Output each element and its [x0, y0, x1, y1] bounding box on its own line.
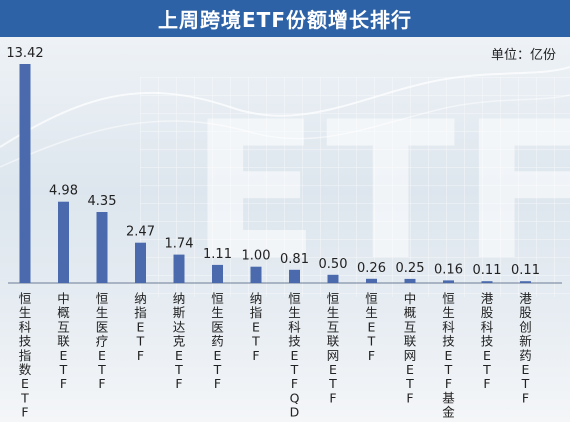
- bar-9: [366, 278, 377, 283]
- background-etf-watermark: ETF: [190, 81, 570, 302]
- data-label-10: 0.25: [396, 261, 425, 276]
- bar-2: [96, 212, 108, 283]
- data-label-2: 4.35: [88, 194, 117, 209]
- data-label-4: 1.74: [165, 237, 194, 252]
- category-label-1: 中概互联 E T F: [57, 291, 70, 391]
- background-wave-decoration: [0, 66, 570, 168]
- category-label-13: 港股创新药 E T F: [519, 291, 532, 405]
- data-label-6: 1.00: [242, 249, 271, 264]
- bar-13: [520, 281, 531, 283]
- data-label-0: 13.42: [6, 46, 43, 61]
- bar-7: [289, 269, 300, 283]
- data-label-12: 0.11: [473, 263, 502, 278]
- category-label-9: 恒生 E T F: [365, 291, 378, 363]
- category-label-6: 纳指 E T F: [250, 291, 263, 363]
- category-label-0: 恒生科技指数 E T F: [19, 291, 32, 420]
- data-label-1: 4.98: [49, 184, 78, 199]
- category-label-8: 恒生互联网 E T F: [327, 291, 340, 405]
- bar-10: [404, 278, 416, 283]
- bar-3: [135, 242, 146, 283]
- category-label-7: 恒生科技 E T F Q D: [288, 291, 301, 420]
- bar-11: [443, 280, 454, 283]
- category-label-3: 纳指 E T F: [134, 291, 147, 363]
- data-label-3: 2.47: [126, 225, 155, 240]
- data-label-8: 0.50: [319, 257, 348, 272]
- data-label-13: 0.11: [511, 263, 540, 278]
- bar-8: [327, 274, 339, 283]
- data-label-11: 0.16: [434, 262, 463, 277]
- data-label-7: 0.81: [280, 252, 309, 267]
- category-label-12: 港股科技 E T F: [481, 291, 494, 391]
- bar-0: [19, 64, 31, 283]
- category-label-10: 中概互联网 E T F: [404, 291, 417, 405]
- bar-6: [250, 266, 262, 283]
- unit-label: 单位：亿份: [490, 48, 556, 63]
- category-label-2: 恒生医疗 E T F: [96, 291, 109, 391]
- category-label-4: 纳斯达克 E T F: [173, 291, 186, 391]
- bar-5: [212, 264, 223, 283]
- bar-4: [173, 254, 185, 283]
- chart-title: 上周跨境ETF份额增长排行: [158, 8, 412, 32]
- bar-12: [481, 281, 493, 283]
- category-label-5: 恒生医药 E T F: [211, 291, 224, 391]
- title-bar: 上周跨境ETF份额增长排行: [0, 0, 570, 37]
- background-grid-texture: [140, 77, 570, 297]
- category-label-11: 恒生科技 E T F 基金: [442, 291, 455, 420]
- bar-1: [58, 201, 69, 283]
- data-label-5: 1.11: [203, 247, 232, 262]
- data-label-9: 0.26: [357, 261, 386, 276]
